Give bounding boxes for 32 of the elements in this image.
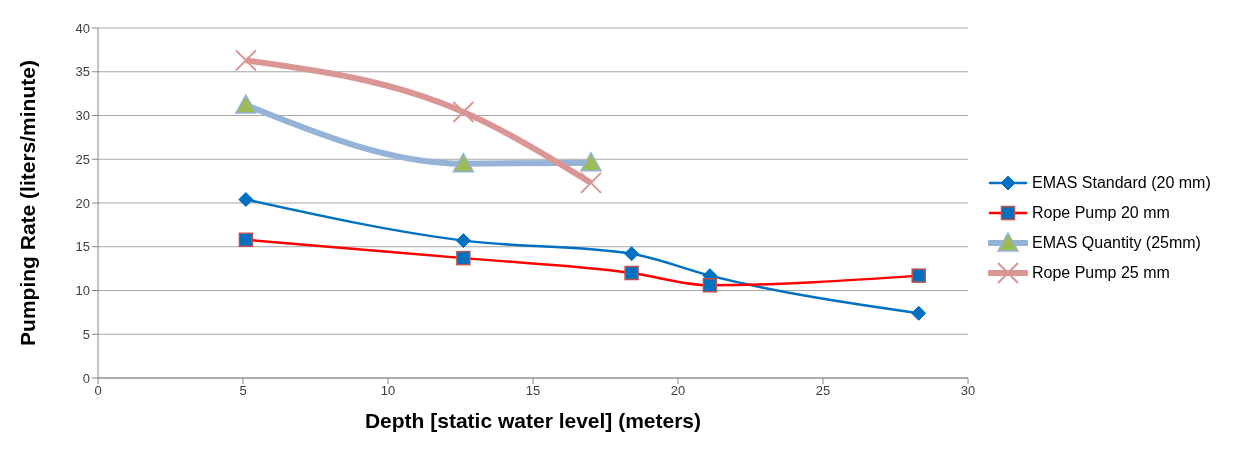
y-tick-label: 20 <box>75 195 90 211</box>
point <box>452 101 475 123</box>
legend-label: EMAS Standard (20 mm) <box>1032 173 1211 193</box>
legend-label: Rope Pump 25 mm <box>1032 263 1170 283</box>
x-tick-label: 5 <box>239 383 247 399</box>
y-tick-label: 5 <box>82 326 90 342</box>
x-tick-label: 20 <box>670 383 686 399</box>
point <box>235 94 257 114</box>
legend-label: EMAS Quantity (25mm) <box>1032 233 1201 253</box>
point <box>455 233 471 249</box>
y-axis-title: Pumping Rate (liters/minute) <box>16 60 40 346</box>
y-tick-label: 25 <box>75 151 90 167</box>
y-tick-label: 10 <box>75 283 90 299</box>
y-tick-label: 40 <box>75 20 90 36</box>
point <box>580 152 602 172</box>
x-tick-label: 30 <box>960 383 976 399</box>
y-tick-label: 35 <box>75 64 90 80</box>
point <box>624 246 640 262</box>
point <box>911 305 927 321</box>
point <box>238 192 254 207</box>
point <box>234 49 257 72</box>
point <box>452 152 475 173</box>
x-tick-label: 0 <box>94 383 102 399</box>
x-tick-label: 10 <box>380 383 396 399</box>
x-tick-label: 25 <box>815 383 831 399</box>
point <box>580 171 602 194</box>
y-tick-label: 30 <box>75 108 90 124</box>
legend-label: Rope Pump 20 mm <box>1032 203 1170 223</box>
y-tick-label: 0 <box>82 370 90 386</box>
y-tick-label: 15 <box>75 239 90 255</box>
x-tick-label: 15 <box>525 383 541 399</box>
x-axis-title: Depth [static water level] (meters) <box>364 409 702 432</box>
